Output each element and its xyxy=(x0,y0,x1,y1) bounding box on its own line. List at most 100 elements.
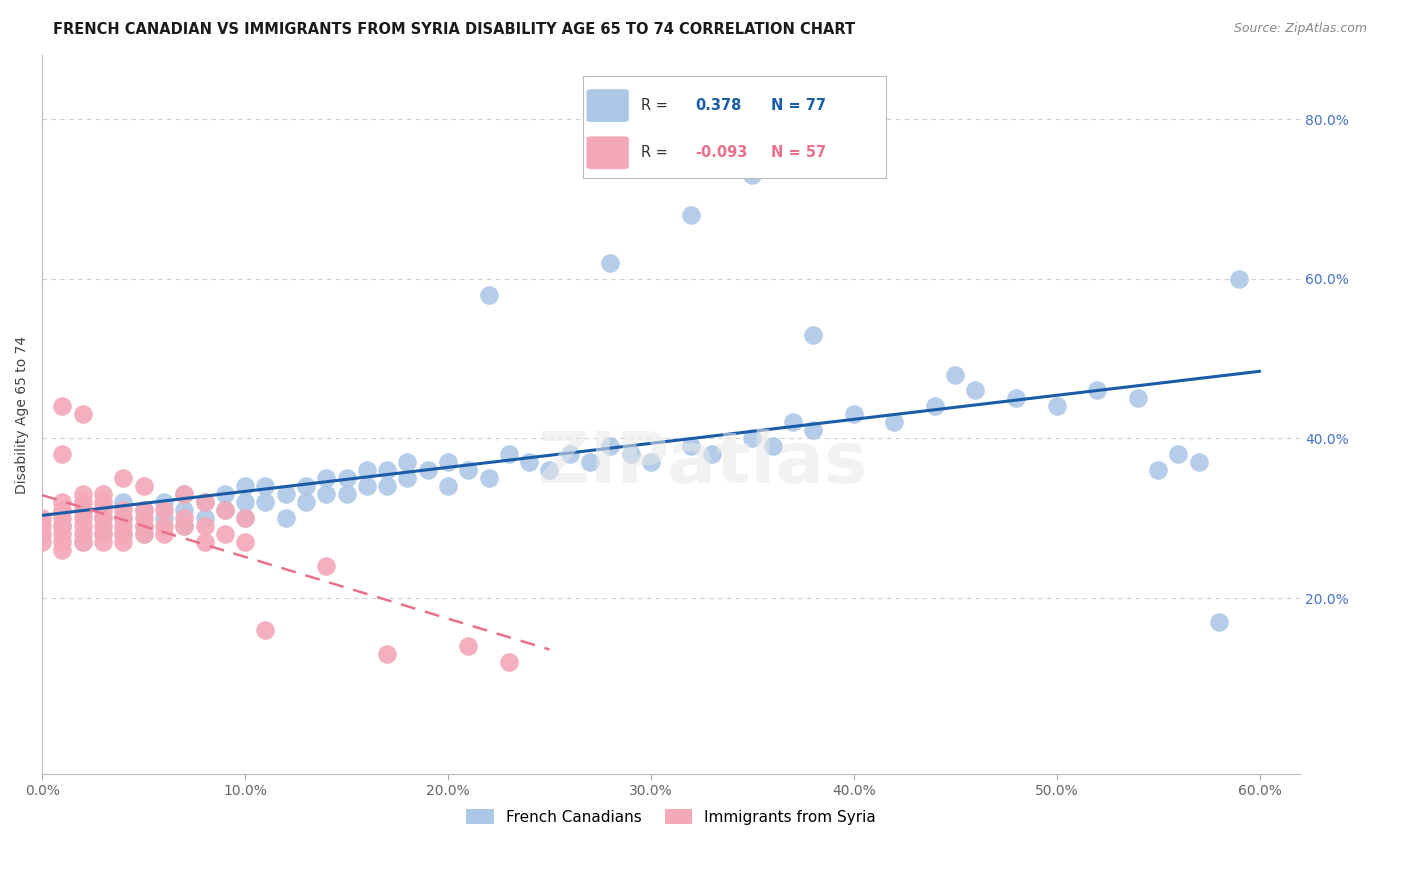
Point xyxy=(214,503,236,517)
Point xyxy=(112,535,135,549)
Point xyxy=(741,431,763,445)
Point xyxy=(437,479,460,493)
Point xyxy=(91,535,114,549)
Point xyxy=(51,519,73,533)
Point xyxy=(416,463,439,477)
Text: R =: R = xyxy=(641,145,668,161)
Text: N = 77: N = 77 xyxy=(770,98,825,113)
Point xyxy=(31,519,53,533)
Point xyxy=(51,447,73,461)
Point xyxy=(72,519,94,533)
Point xyxy=(72,495,94,509)
Point xyxy=(112,519,135,533)
Point xyxy=(1005,392,1028,406)
FancyBboxPatch shape xyxy=(586,89,628,122)
Point xyxy=(883,416,905,430)
Point xyxy=(173,519,195,533)
Point xyxy=(396,471,419,485)
Point xyxy=(112,471,135,485)
Text: N = 57: N = 57 xyxy=(770,145,827,161)
Point xyxy=(1227,271,1250,285)
Point xyxy=(51,511,73,525)
Point xyxy=(801,327,824,342)
Point xyxy=(31,535,53,549)
Point xyxy=(72,408,94,422)
Point xyxy=(558,447,581,461)
Point xyxy=(295,479,318,493)
Point xyxy=(801,424,824,438)
Point xyxy=(51,400,73,414)
Point xyxy=(193,519,215,533)
Point xyxy=(132,527,155,541)
Point xyxy=(233,479,256,493)
Point xyxy=(315,559,337,574)
Point xyxy=(132,511,155,525)
Point xyxy=(193,495,215,509)
Point xyxy=(1208,615,1230,629)
Point xyxy=(91,527,114,541)
Point xyxy=(51,519,73,533)
Point xyxy=(457,463,479,477)
Point xyxy=(477,471,499,485)
Point xyxy=(72,511,94,525)
Point xyxy=(173,487,195,501)
Point xyxy=(579,455,602,469)
Point xyxy=(619,447,641,461)
Point xyxy=(31,527,53,541)
Point xyxy=(153,527,176,541)
Point xyxy=(91,511,114,525)
Point xyxy=(599,439,621,453)
Point xyxy=(173,503,195,517)
Point xyxy=(782,416,804,430)
Text: Source: ZipAtlas.com: Source: ZipAtlas.com xyxy=(1233,22,1367,36)
Point xyxy=(72,503,94,517)
Point xyxy=(315,471,337,485)
Point xyxy=(274,511,297,525)
Point xyxy=(396,455,419,469)
Point xyxy=(700,447,723,461)
Point xyxy=(315,487,337,501)
Point xyxy=(193,495,215,509)
Point xyxy=(375,463,398,477)
Point xyxy=(761,439,783,453)
Point xyxy=(112,511,135,525)
Point xyxy=(214,487,236,501)
Point xyxy=(1188,455,1211,469)
Point xyxy=(112,527,135,541)
Point xyxy=(1046,400,1069,414)
Point xyxy=(72,535,94,549)
Point xyxy=(375,647,398,661)
Point xyxy=(640,455,662,469)
Point xyxy=(91,527,114,541)
FancyBboxPatch shape xyxy=(586,136,628,169)
Point xyxy=(51,527,73,541)
Point xyxy=(681,208,703,222)
Point xyxy=(72,487,94,501)
Text: FRENCH CANADIAN VS IMMIGRANTS FROM SYRIA DISABILITY AGE 65 TO 74 CORRELATION CHA: FRENCH CANADIAN VS IMMIGRANTS FROM SYRIA… xyxy=(53,22,856,37)
Point xyxy=(153,495,176,509)
Point xyxy=(51,535,73,549)
Point xyxy=(153,519,176,533)
Point xyxy=(112,503,135,517)
Point xyxy=(335,471,357,485)
Point xyxy=(254,495,277,509)
Point xyxy=(457,639,479,653)
Point xyxy=(356,479,378,493)
Point xyxy=(335,487,357,501)
Point xyxy=(233,511,256,525)
Point xyxy=(924,400,946,414)
Point xyxy=(173,511,195,525)
Point xyxy=(193,535,215,549)
Point xyxy=(233,511,256,525)
Point xyxy=(173,487,195,501)
Point xyxy=(72,503,94,517)
Point xyxy=(132,479,155,493)
Point xyxy=(943,368,966,382)
Point xyxy=(51,503,73,517)
Point xyxy=(233,535,256,549)
Point xyxy=(51,495,73,509)
Point xyxy=(132,527,155,541)
Point xyxy=(356,463,378,477)
Point xyxy=(91,519,114,533)
Point xyxy=(132,503,155,517)
